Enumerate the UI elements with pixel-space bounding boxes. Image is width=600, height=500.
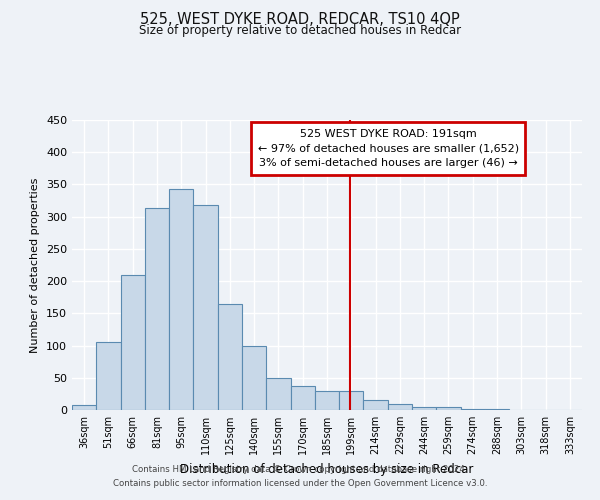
Bar <box>412 407 436 410</box>
Y-axis label: Number of detached properties: Number of detached properties <box>31 178 40 352</box>
Text: 525, WEST DYKE ROAD, REDCAR, TS10 4QP: 525, WEST DYKE ROAD, REDCAR, TS10 4QP <box>140 12 460 28</box>
Bar <box>145 208 169 410</box>
Bar <box>436 408 461 410</box>
Bar <box>72 406 96 410</box>
Text: Size of property relative to detached houses in Redcar: Size of property relative to detached ho… <box>139 24 461 37</box>
Bar <box>121 274 145 410</box>
Bar <box>388 404 412 410</box>
Bar <box>266 378 290 410</box>
Bar <box>339 390 364 410</box>
Bar <box>218 304 242 410</box>
Bar <box>290 386 315 410</box>
Bar <box>364 400 388 410</box>
Bar <box>193 205 218 410</box>
Bar <box>315 390 339 410</box>
X-axis label: Distribution of detached houses by size in Redcar: Distribution of detached houses by size … <box>181 462 473 475</box>
Bar <box>169 189 193 410</box>
Bar <box>96 342 121 410</box>
Text: 525 WEST DYKE ROAD: 191sqm
← 97% of detached houses are smaller (1,652)
3% of se: 525 WEST DYKE ROAD: 191sqm ← 97% of deta… <box>257 128 519 168</box>
Text: Contains HM Land Registry data © Crown copyright and database right 2024.
Contai: Contains HM Land Registry data © Crown c… <box>113 466 487 487</box>
Bar <box>242 346 266 410</box>
